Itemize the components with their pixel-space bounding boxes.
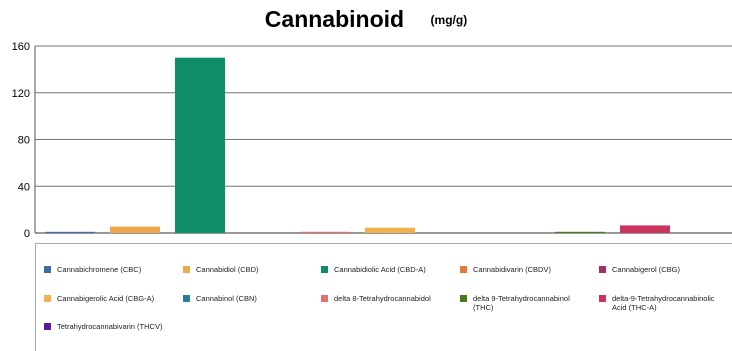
- bar-delta-9-tetrahydrocannabinolic-acid-thc-a: [620, 225, 670, 233]
- legend-item: Cannabidiolic Acid (CBD-A): [321, 265, 449, 274]
- legend-item: Cannabidiol (CBD): [183, 265, 311, 274]
- legend-label: delta-9-Tetrahydrocannabinolic Acid (THC…: [612, 294, 715, 312]
- legend-swatch: [599, 295, 606, 302]
- y-tick-label: 0: [24, 228, 30, 240]
- chart-title: Cannabinoid: [264, 6, 405, 32]
- chart-header: Cannabinoid (mg/g): [0, 6, 732, 38]
- legend-item: Cannabigerolic Acid (CBG-A): [44, 294, 172, 303]
- legend-item: delta-9-Tetrahydrocannabinolic Acid (THC…: [599, 294, 724, 312]
- legend-swatch: [183, 295, 190, 302]
- legend-label: Cannabidiol (CBD): [196, 265, 259, 274]
- legend-label: delta 8-Tetrahydrocannabidol: [334, 294, 431, 303]
- chart-unit: (mg/g): [430, 12, 468, 27]
- legend-label: Cannabinol (CBN): [196, 294, 257, 303]
- legend-swatch: [321, 295, 328, 302]
- legend-swatch: [460, 295, 467, 302]
- legend-swatch: [44, 323, 51, 330]
- bar-cannabigerolic-acid-cbg-a: [365, 227, 415, 233]
- legend-item: Tetrahydrocannabivarin (THCV): [44, 322, 172, 331]
- legend-label: Cannabidiolic Acid (CBD-A): [334, 265, 426, 274]
- y-tick-label: 160: [12, 41, 30, 53]
- bar-cannabidiolic-acid-cbd-a: [175, 57, 225, 233]
- bar-delta-9-tetrahydrocannabinol-thc: [555, 231, 605, 233]
- legend-item: Cannabigerol (CBG): [599, 265, 724, 274]
- legend-swatch: [44, 266, 51, 273]
- legend-item: Cannabichromene (CBC): [44, 265, 172, 274]
- bar-cannabidiol-cbd: [110, 226, 160, 233]
- legend-swatch: [599, 266, 606, 273]
- legend-swatch: [460, 266, 467, 273]
- legend-swatch: [183, 266, 190, 273]
- legend-label: Cannabidivarin (CBDV): [473, 265, 551, 274]
- bar-delta-8-tetrahydrocannabidol: [300, 231, 350, 233]
- bar-chart-plot: 0 40 80 120 160: [12, 41, 732, 240]
- y-tick-label: 120: [12, 88, 30, 100]
- legend-label: Cannabigerol (CBG): [612, 265, 680, 274]
- chart-legend: Cannabichromene (CBC) Cannabidiol (CBD) Ca…: [35, 243, 732, 351]
- y-tick-label: 40: [18, 181, 30, 193]
- legend-label: delta 9-Tetrahydrocannabinol (THC): [473, 294, 570, 312]
- legend-item: delta 8-Tetrahydrocannabidol: [321, 294, 449, 303]
- legend-label: Tetrahydrocannabivarin (THCV): [57, 322, 163, 331]
- legend-swatch: [321, 266, 328, 273]
- bar-cannabichromene-cbc: [45, 231, 95, 233]
- y-tick-label: 80: [18, 135, 30, 147]
- legend-item: Cannabidivarin (CBDV): [460, 265, 588, 274]
- legend-item: Cannabinol (CBN): [183, 294, 311, 303]
- legend-label: Cannabigerolic Acid (CBG-A): [57, 294, 155, 303]
- legend-label: Cannabichromene (CBC): [57, 265, 142, 274]
- legend-swatch: [44, 295, 51, 302]
- legend-item: delta 9-Tetrahydrocannabinol (THC): [460, 294, 588, 312]
